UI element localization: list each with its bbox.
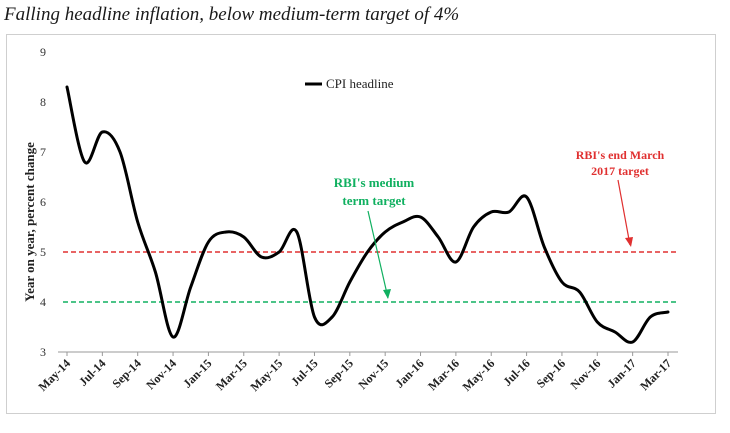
x-tick-label: May-14 xyxy=(35,356,73,394)
chart-frame xyxy=(6,34,716,414)
annotation-red-arrowhead xyxy=(625,237,633,247)
x-tick-label: May-16 xyxy=(460,356,498,394)
x-tick-label: Nov-14 xyxy=(143,356,179,392)
x-tick-label: Jul-15 xyxy=(288,356,321,389)
y-tick-label: 6 xyxy=(40,195,46,209)
x-tick-label: Mar-16 xyxy=(425,356,462,393)
x-axis-ticks: May-14 Jul-14 Sep-14 Nov-14 Jan-15Mar-15May-… xyxy=(35,352,674,394)
annotation-green-arrow xyxy=(367,210,389,299)
x-tick-label: May-15 xyxy=(248,356,286,394)
annotation-green-line1: RBI's medium xyxy=(334,175,415,190)
reference-lines xyxy=(63,251,678,303)
y-tick-label: 4 xyxy=(40,295,46,309)
x-tick-label: Sep-15 xyxy=(322,356,356,390)
annotation-red-line1: RBI's end March xyxy=(576,148,665,162)
x-tick-label: Jan-16 xyxy=(392,356,426,390)
x-tick-label: Jan-15 xyxy=(180,356,214,390)
x-tick-label: Mar-15 xyxy=(213,356,250,393)
x-tick-label: Mar-17 xyxy=(637,356,674,393)
x-tick-label: Nov-16 xyxy=(568,356,604,392)
y-tick-label: 8 xyxy=(40,95,46,109)
series-layer xyxy=(65,85,670,344)
y-axis-ticks: 3 4 5 6 7 8 9 xyxy=(40,45,46,359)
annotation-medium-term: RBI's medium term target xyxy=(334,175,415,299)
annotation-red-arrow xyxy=(617,179,631,246)
y-tick-label: 7 xyxy=(40,145,46,159)
x-tick-label: Jan-17 xyxy=(604,356,638,390)
page-title: Falling headline inflation, below medium… xyxy=(4,4,460,25)
annotation-end-march: RBI's end March 2017 target xyxy=(576,148,665,247)
y-tick-label: 5 xyxy=(40,245,46,259)
y-axis-label: Year on year, percent change xyxy=(22,142,37,302)
annotation-green-arrowhead xyxy=(383,289,391,299)
x-tick-label: Jul-14 xyxy=(76,356,109,389)
y-tick-label: 9 xyxy=(40,45,46,59)
y-tick-label: 3 xyxy=(40,345,46,359)
legend: CPI headline xyxy=(305,76,394,91)
x-tick-label: Nov-15 xyxy=(355,356,391,392)
x-tick-label: Sep-16 xyxy=(534,356,568,390)
legend-label: CPI headline xyxy=(326,76,394,91)
x-tick-label: Sep-14 xyxy=(109,356,143,390)
series-line-cpi-headline xyxy=(65,85,670,344)
x-tick-label: Jul-16 xyxy=(500,356,533,389)
annotation-green-line2: term target xyxy=(342,193,406,208)
annotation-red-line2: 2017 target xyxy=(591,164,649,178)
